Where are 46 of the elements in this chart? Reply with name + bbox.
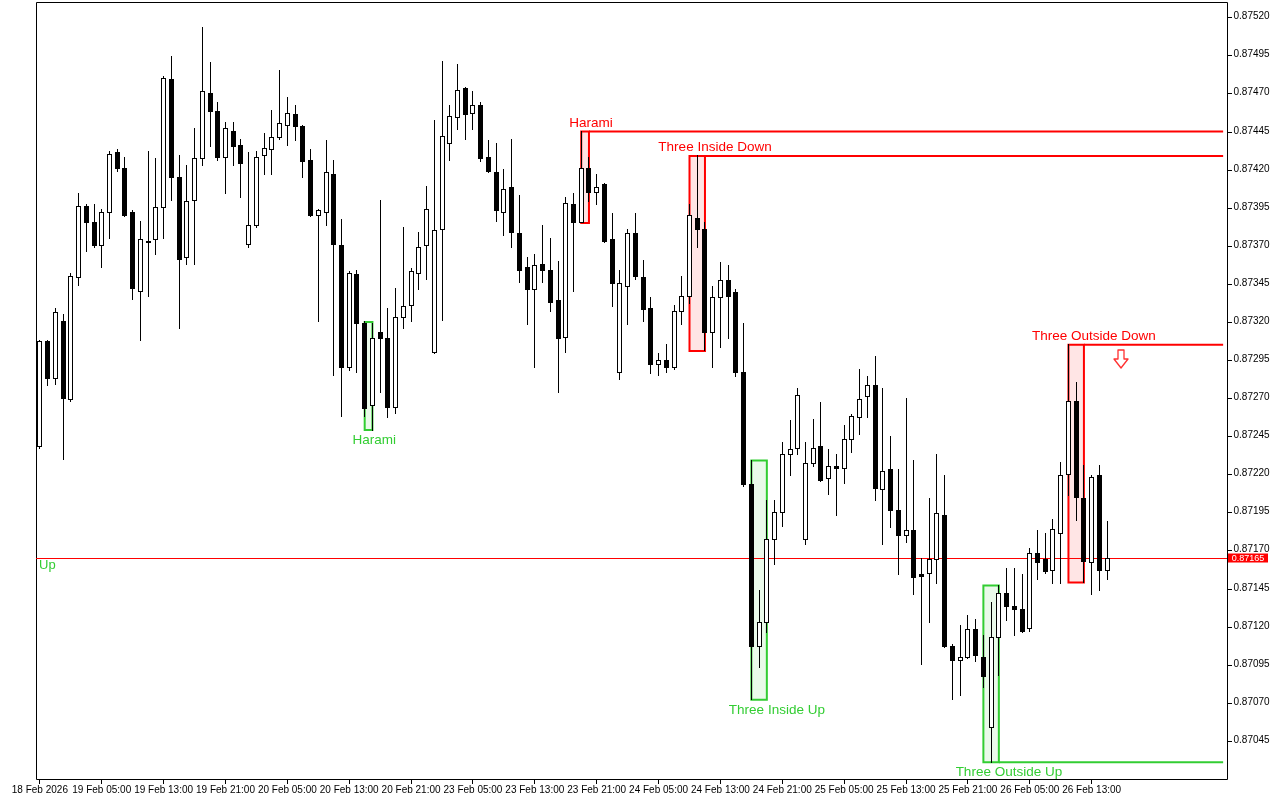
y-tick-label: 0.87170 <box>1233 543 1271 555</box>
x-tick-label: 19 Feb 13:00 <box>134 783 194 795</box>
y-tick-label: 0.87470 <box>1233 86 1271 98</box>
series-label: Harami <box>569 114 613 130</box>
annotation: Up <box>39 557 56 572</box>
x-tick-label: 25 Feb 13:00 <box>876 783 936 795</box>
y-tick-label: 0.87120 <box>1233 619 1271 631</box>
y-tick-label: 0.87495 <box>1233 48 1271 60</box>
y-tick-label: 0.87245 <box>1233 429 1271 441</box>
y-tick-label: 0.87295 <box>1233 353 1271 365</box>
x-tick-label: 20 Feb 13:00 <box>319 783 380 795</box>
x-tick-label: 20 Feb 05:00 <box>257 783 318 795</box>
legend-label: Harami <box>352 432 397 448</box>
y-tick-label: 0.87145 <box>1233 581 1271 593</box>
x-tick-label: 23 Feb 21:00 <box>567 783 627 795</box>
x-tick-label: 24 Feb 21:00 <box>752 783 813 795</box>
y-tick-label: 0.87270 <box>1233 391 1271 403</box>
x-tick-label: 18 Feb 2026 <box>11 783 69 795</box>
y-tick-label: 0.87520 <box>1233 10 1271 22</box>
x-tick-label: 25 Feb 21:00 <box>938 783 998 795</box>
y-tick-label: 0.87395 <box>1233 200 1271 212</box>
y-tick-label: 0.87420 <box>1233 162 1271 174</box>
y-tick-label: 0.87220 <box>1233 467 1271 479</box>
x-tick-label: 19 Feb 21:00 <box>196 783 256 795</box>
y-tick-label: 0.87045 <box>1233 733 1271 745</box>
x-tick-label: 25 Feb 05:00 <box>814 783 875 795</box>
x-tick-label: 26 Feb 05:00 <box>1000 783 1060 795</box>
x-tick-label: 20 Feb 21:00 <box>381 783 441 795</box>
y-tick-label: 0.87345 <box>1233 276 1271 288</box>
legend-label: Three Inside Up <box>728 701 825 717</box>
y-tick-label: 0.87370 <box>1233 238 1271 250</box>
y-tick-label: 0.87320 <box>1233 314 1271 326</box>
series-label: Three Outside Down <box>1032 327 1156 343</box>
y-tick-label: 0.87070 <box>1233 695 1271 707</box>
y-tick-label: 0.87445 <box>1233 124 1271 136</box>
x-tick-label: 24 Feb 13:00 <box>690 783 751 795</box>
y-tick-label: 0.87095 <box>1233 657 1271 669</box>
series-label: Three Outside Up <box>955 764 1063 780</box>
x-tick-label: 19 Feb 05:00 <box>72 783 132 795</box>
x-tick-label: 23 Feb 13:00 <box>505 783 565 795</box>
ref-line-label: 0.87165 <box>1231 553 1265 564</box>
y-tick-label: 0.87195 <box>1233 505 1271 517</box>
series-label: Three Inside Down <box>658 138 772 154</box>
x-tick-label: 26 Feb 13:00 <box>1062 783 1122 795</box>
x-tick-label: 24 Feb 05:00 <box>629 783 689 795</box>
x-tick-label: 23 Feb 05:00 <box>443 783 503 795</box>
